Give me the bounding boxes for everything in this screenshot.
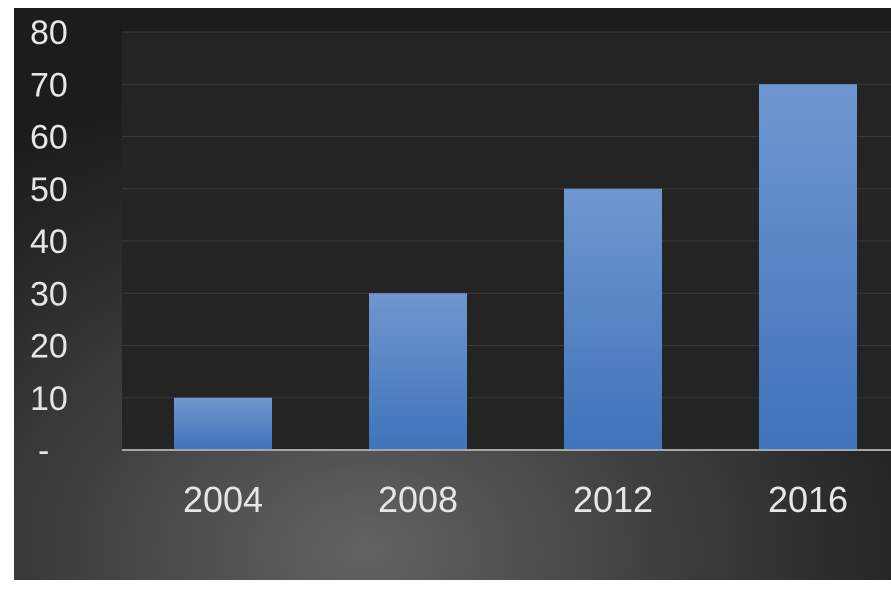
bar-2008 [369, 293, 467, 450]
x-tick-label: 2012 [573, 479, 653, 520]
y-tick-label: 30 [30, 275, 68, 313]
bar-2004 [174, 397, 272, 450]
x-tick-label: 2004 [183, 479, 263, 520]
x-tick-label: 2016 [768, 479, 848, 520]
y-tick-label: 50 [30, 171, 68, 209]
bar-2016 [759, 84, 857, 450]
x-tick-label: 2008 [378, 479, 458, 520]
bar-2012 [564, 188, 662, 450]
y-tick-label: 20 [30, 328, 68, 366]
y-tick-label: 60 [30, 119, 68, 157]
y-tick-label: 40 [30, 223, 68, 261]
y-tick-label: 10 [30, 380, 68, 418]
y-tick-label: 70 [30, 66, 68, 104]
y-tick-label: - [38, 432, 49, 470]
y-tick-label: 80 [30, 14, 68, 52]
